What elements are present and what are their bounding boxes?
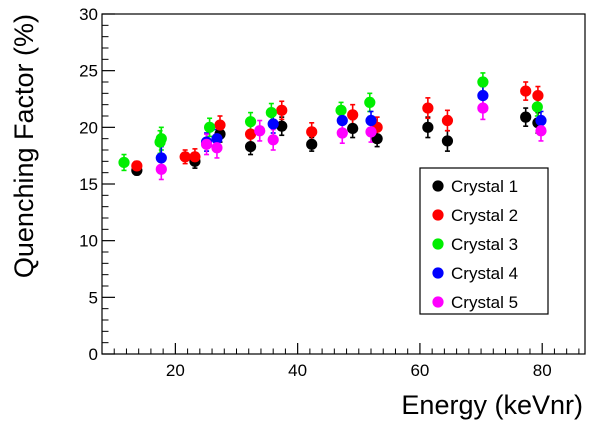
legend-marker-crystal-2 xyxy=(432,209,444,221)
x-tick-label: 40 xyxy=(288,361,307,380)
crystal-4-point xyxy=(211,133,223,145)
crystal-4-point xyxy=(336,114,348,127)
crystal-2-point xyxy=(441,114,454,127)
y-tick-label: 0 xyxy=(89,345,98,364)
crystal-1-point xyxy=(276,120,288,132)
legend-label-crystal-4: Crystal 4 xyxy=(451,264,518,283)
crystal-3-point xyxy=(364,96,376,108)
crystal-3-point xyxy=(244,116,257,128)
x-tick-label: 20 xyxy=(166,361,185,380)
plot-frame xyxy=(101,13,586,355)
crystal-5-point xyxy=(200,138,213,150)
crystal-5-point xyxy=(211,142,223,154)
x-axis-label: Energy (keVnr) xyxy=(401,390,583,420)
crystal-4-point xyxy=(535,114,547,127)
data-markers xyxy=(118,76,547,176)
crystal-2-point xyxy=(347,109,359,121)
y-tick-label: 20 xyxy=(79,118,98,137)
crystal-3-point xyxy=(118,156,130,169)
legend-label-crystal-5: Crystal 5 xyxy=(451,293,518,312)
y-tick-label: 30 xyxy=(79,5,98,24)
crystal-1-point xyxy=(244,141,257,153)
crystal-2-point xyxy=(179,151,191,163)
axis-ticks xyxy=(102,13,580,355)
legend: Crystal 1 Crystal 2 Crystal 3 Crystal 4 Crys… xyxy=(419,167,549,315)
crystal-4-point xyxy=(477,90,489,102)
crystal-2-point xyxy=(520,85,532,97)
crystal-4-point xyxy=(365,114,377,127)
legend-label-crystal-3: Crystal 3 xyxy=(451,235,518,254)
crystal-5-point xyxy=(254,125,266,137)
crystal-3-point xyxy=(531,101,543,113)
crystal-1-point xyxy=(422,121,434,133)
crystal-5-point xyxy=(155,163,167,175)
x-tick-label: 60 xyxy=(410,361,429,380)
crystal-2-point xyxy=(189,151,201,163)
crystal-5-point xyxy=(535,125,547,137)
legend-marker-crystal-5 xyxy=(432,296,444,308)
axis-tick-labels: 20 40 60 80 0 5 10 15 20 25 30 xyxy=(79,5,552,380)
crystal-2-point xyxy=(131,160,143,172)
y-tick-label: 15 xyxy=(79,175,98,194)
crystal-5-point xyxy=(365,126,377,138)
y-tick-label: 10 xyxy=(79,232,98,251)
crystal-3-point xyxy=(477,76,489,88)
crystal-3-point xyxy=(265,107,277,119)
crystal-1-point xyxy=(441,135,454,147)
crystal-2-point xyxy=(306,126,318,138)
x-tick-label: 80 xyxy=(533,361,552,380)
y-tick-label: 5 xyxy=(89,288,98,307)
crystal-2-point xyxy=(276,104,288,116)
legend-marker-crystal-1 xyxy=(432,180,444,192)
legend-label-crystal-2: Crystal 2 xyxy=(451,206,518,225)
crystal-3-point xyxy=(335,104,347,116)
y-tick-label: 25 xyxy=(79,62,98,81)
legend-marker-crystal-4 xyxy=(432,267,444,279)
crystal-3-point xyxy=(204,121,216,133)
crystal-5-point xyxy=(477,102,489,114)
legend-marker-crystal-3 xyxy=(432,238,444,250)
crystal-2-point xyxy=(532,90,544,102)
legend-label-crystal-1: Crystal 1 xyxy=(451,177,518,196)
crystal-2-point xyxy=(244,128,257,140)
crystal-1-point xyxy=(347,122,359,135)
crystal-5-point xyxy=(336,127,348,139)
crystal-2-point xyxy=(214,119,226,131)
y-axis-label: Quenching Factor (%) xyxy=(9,14,39,278)
crystal-3-point xyxy=(155,133,167,145)
crystal-5-point xyxy=(267,134,279,146)
crystal-4-point xyxy=(267,118,279,130)
crystal-1-point xyxy=(520,111,532,123)
crystal-1-point xyxy=(306,138,318,150)
crystal-4-point xyxy=(155,152,167,164)
crystal-2-point xyxy=(422,102,434,114)
